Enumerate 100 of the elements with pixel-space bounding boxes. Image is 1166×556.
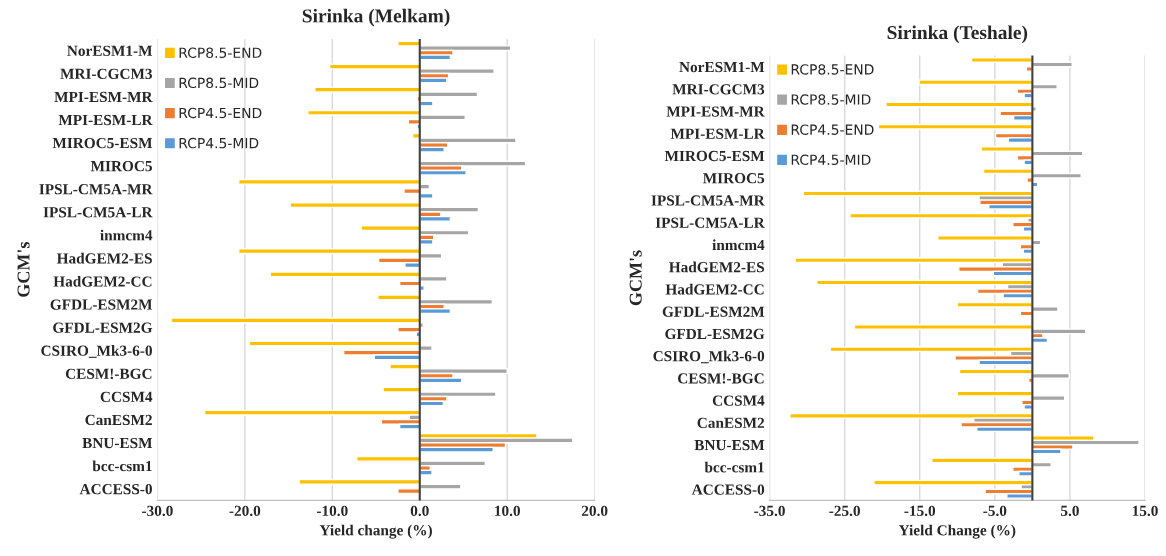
bar	[389, 363, 421, 370]
bar	[360, 225, 421, 232]
legend-label: RCP4.5-MID	[791, 154, 871, 166]
legend-label: RCP8.5-MID	[179, 77, 259, 89]
bar	[849, 212, 1034, 219]
bar	[397, 40, 421, 47]
bar	[877, 123, 1034, 130]
bar	[873, 479, 1034, 486]
bar	[419, 275, 448, 282]
y-tick-label: bcc-csm1	[92, 460, 152, 472]
x-tick-label: -10.0	[316, 505, 348, 517]
bar	[397, 326, 421, 333]
bar	[419, 345, 433, 352]
chart-title: Sirinka (Teshale)	[887, 25, 1028, 44]
bar	[248, 340, 421, 347]
bar	[789, 412, 1034, 419]
bar	[403, 188, 421, 195]
x-axis-title: Yield change (%)	[319, 524, 432, 539]
bar	[958, 368, 1034, 375]
bar	[419, 377, 463, 384]
bar	[328, 63, 421, 70]
bar	[1031, 172, 1082, 179]
bar	[307, 109, 421, 116]
y-tick-label: MIROC5	[90, 161, 152, 172]
x-tick-label: -35.0	[754, 505, 785, 517]
y-tick-label: CSIRO_Mk3-6-0	[41, 345, 152, 358]
legend-label: RCP8.5-END	[791, 64, 874, 75]
bar	[419, 483, 462, 490]
y-tick-label: CCSM4	[712, 395, 765, 406]
bar	[958, 266, 1034, 273]
bar	[419, 68, 495, 75]
y-tick-label: CanESM2	[697, 417, 765, 429]
y-tick-label: MIROC5-ESM	[664, 150, 765, 162]
y-tick-label: HadGEM2-ES	[56, 252, 152, 264]
bar	[976, 288, 1034, 295]
bar	[956, 301, 1034, 308]
bar	[170, 317, 421, 324]
y-tick-label: IPSL-CM5A-LR	[655, 217, 765, 228]
y-tick-label: ACCESS-0	[79, 484, 152, 495]
bar	[238, 178, 421, 185]
y-tick-label: GFDL-ESM2M	[50, 299, 153, 310]
y-tick-label: HadGEM2-CC	[53, 275, 152, 287]
bar	[980, 146, 1034, 152]
y-tick-label: MPI-ESM-MR	[54, 91, 153, 103]
bar	[419, 137, 517, 144]
x-tick-label: 15.0	[1132, 505, 1158, 517]
x-tick-label: 0.0	[410, 505, 429, 517]
x-tick-label: -25.0	[829, 505, 860, 517]
y-tick-label: GFDL-ESM2G	[665, 328, 765, 340]
bar	[1031, 337, 1049, 344]
bar	[419, 368, 508, 375]
y-tick-label: CanESM2	[85, 414, 152, 426]
bar	[982, 168, 1034, 175]
bar	[356, 455, 421, 462]
bar	[289, 202, 421, 209]
bar	[419, 252, 443, 259]
bar	[1031, 461, 1052, 468]
y-tick-label: MPI-ESM-LR	[58, 114, 153, 126]
legend-label: RCP4.5-END	[791, 124, 874, 135]
bar	[1031, 83, 1058, 90]
bar	[794, 257, 1034, 264]
y-tick-label: IPSL-CM5A-MR	[39, 184, 153, 195]
y-tick-label: MPI-ESM-LR	[670, 128, 765, 139]
legend-label: RCP4.5-MID	[179, 137, 259, 149]
bar	[419, 100, 434, 107]
y-tick-label: NorESM1-M	[67, 45, 153, 56]
legend-label: RCP8.5-MID	[791, 94, 871, 105]
bar	[419, 400, 445, 407]
y-tick-label: CESM!-BGC	[678, 373, 764, 384]
y-tick-label: IPSL-CM5A-MR	[651, 195, 765, 206]
bar	[1031, 328, 1087, 335]
bar	[314, 86, 421, 93]
bar	[937, 235, 1034, 241]
y-tick-label: HadGEM2-ES	[669, 261, 765, 273]
bar	[829, 346, 1034, 353]
y-tick-label: inmcm4	[100, 229, 153, 241]
x-tick-label: -20.0	[229, 505, 261, 517]
bar	[398, 280, 421, 287]
bar	[419, 238, 434, 245]
bar	[956, 390, 1034, 397]
bar	[397, 488, 421, 495]
bar	[419, 308, 452, 315]
y-tick-label: MRI-CGCM3	[60, 68, 153, 79]
chart-title: Sirinka (Melkam)	[302, 8, 450, 27]
x-tick-label: -30.0	[142, 505, 173, 517]
x-tick-label: 20.0	[581, 505, 608, 517]
bar	[1031, 395, 1066, 402]
y-tick-label: MPI-ESM-MR	[666, 106, 765, 117]
x-tick-label: -15.0	[904, 505, 936, 517]
bar	[419, 146, 445, 153]
y-tick-label: GFDL-ESM2M	[662, 306, 765, 317]
bar	[918, 79, 1034, 86]
bar	[419, 54, 452, 61]
y-tick-label: IPSL-CM5A-LR	[43, 207, 153, 218]
y-tick-label: MRI-CGCM3	[672, 84, 765, 95]
bar	[970, 57, 1034, 63]
legend-label: RCP8.5-END	[179, 47, 262, 58]
bar	[853, 324, 1034, 330]
bar	[377, 294, 421, 301]
bar	[419, 114, 466, 121]
